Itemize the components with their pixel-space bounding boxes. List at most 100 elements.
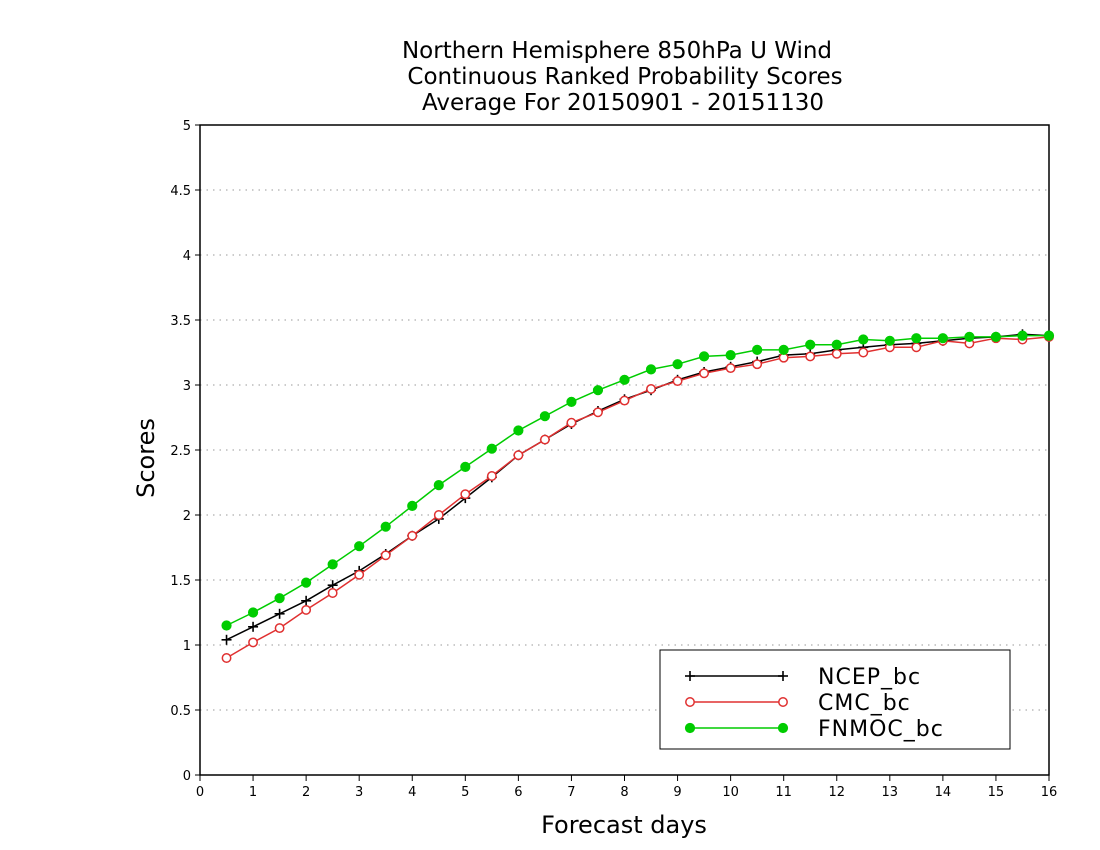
y-tick-label: 2.5 [170, 444, 191, 459]
data-point [778, 344, 789, 355]
data-point [858, 334, 869, 345]
data-point [778, 671, 788, 681]
data-point [380, 550, 391, 561]
data-point [433, 510, 444, 520]
data-point [566, 396, 577, 407]
data-point [752, 344, 763, 355]
y-tick-label: 2 [183, 509, 191, 524]
title-line-1: Northern Hemisphere 850hPa U Wind [402, 38, 832, 64]
data-point [990, 331, 1002, 342]
x-tick-label: 12 [828, 785, 845, 800]
data-point [221, 653, 232, 663]
data-point [619, 395, 630, 406]
legend-label: NCEP_bc [818, 665, 921, 690]
data-point [274, 623, 285, 634]
legend-item: FNMOC_bc [684, 717, 944, 742]
data-point [433, 480, 444, 491]
y-tick-label: 5 [183, 119, 191, 134]
x-tick-label: 5 [461, 785, 469, 800]
x-tick-label: 8 [620, 785, 628, 800]
data-point [672, 376, 683, 387]
data-point [831, 339, 842, 350]
x-tick-label: 11 [775, 785, 792, 800]
data-point [539, 411, 551, 422]
x-tick-label: 7 [567, 785, 575, 800]
data-point [301, 604, 312, 615]
data-point [327, 588, 338, 598]
data-point [274, 608, 285, 619]
y-tick-label: 1 [183, 639, 191, 654]
x-axis-label: Forecast days [541, 811, 707, 839]
data-point [539, 434, 550, 445]
title-line-2: Continuous Ranked Probability Scores [407, 64, 842, 90]
data-point [301, 577, 312, 588]
data-point [964, 331, 975, 342]
data-point [247, 607, 259, 618]
data-point [884, 335, 895, 346]
series-fnmoc-bc [221, 330, 1055, 631]
data-point [858, 347, 869, 358]
y-tick-label: 3.5 [170, 314, 191, 329]
data-point [513, 450, 524, 461]
data-point [911, 342, 922, 353]
data-point [911, 333, 922, 344]
data-point [937, 333, 948, 344]
data-point [698, 351, 710, 362]
y-tick-label: 1.5 [170, 574, 191, 589]
data-point [831, 348, 842, 359]
x-tick-label: 6 [514, 785, 522, 800]
data-point [752, 359, 763, 370]
data-point [725, 350, 736, 361]
y-axis-label: Scores [132, 418, 160, 498]
x-tick-label: 15 [988, 785, 1005, 800]
data-point [1017, 330, 1028, 341]
data-point [460, 461, 471, 472]
data-point [805, 351, 816, 362]
y-tick-label: 3 [183, 379, 191, 394]
legend-label: FNMOC_bc [818, 717, 944, 742]
y-tick-label: 4 [183, 249, 191, 264]
y-axis: 0 0.5 1 1.5 2 2.5 3 3.5 4 4.5 5 [170, 119, 200, 784]
data-point [566, 417, 577, 428]
data-point [407, 500, 418, 511]
x-tick-label: 1 [249, 785, 257, 800]
data-point [460, 489, 471, 500]
data-point [354, 541, 365, 552]
data-point [486, 471, 497, 481]
data-point [593, 407, 603, 418]
data-point [1043, 330, 1055, 341]
data-point [301, 595, 312, 606]
chart-title: Northern Hemisphere 850hPa U Wind Contin… [402, 38, 843, 116]
data-point [354, 569, 365, 580]
data-point [645, 364, 657, 375]
data-point [685, 697, 695, 707]
data-point [685, 671, 695, 681]
legend-label: CMC_bc [818, 691, 911, 716]
data-point [327, 559, 338, 570]
data-point [699, 368, 710, 379]
x-tick-label: 14 [935, 785, 952, 800]
data-point [486, 443, 497, 454]
data-point [221, 634, 232, 645]
data-point [248, 621, 259, 632]
data-point [646, 383, 656, 394]
x-tick-label: 2 [302, 785, 310, 800]
x-tick-label: 9 [673, 785, 681, 800]
data-point [777, 722, 789, 734]
legend-item: NCEP_bc [685, 665, 921, 690]
data-point [380, 521, 391, 532]
y-tick-label: 0 [183, 769, 191, 784]
x-tick-label: 3 [355, 785, 363, 800]
series-layer [221, 329, 1055, 663]
data-point [684, 722, 696, 734]
data-point [592, 385, 604, 396]
x-tick-label: 13 [882, 785, 899, 800]
title-line-3: Average For 20150901 - 20151130 [422, 90, 824, 116]
data-point [672, 359, 683, 370]
data-point [221, 620, 232, 631]
data-point [619, 374, 630, 385]
legend-box [659, 649, 1011, 750]
series-cmc-bc [221, 331, 1054, 663]
data-point [805, 339, 816, 350]
